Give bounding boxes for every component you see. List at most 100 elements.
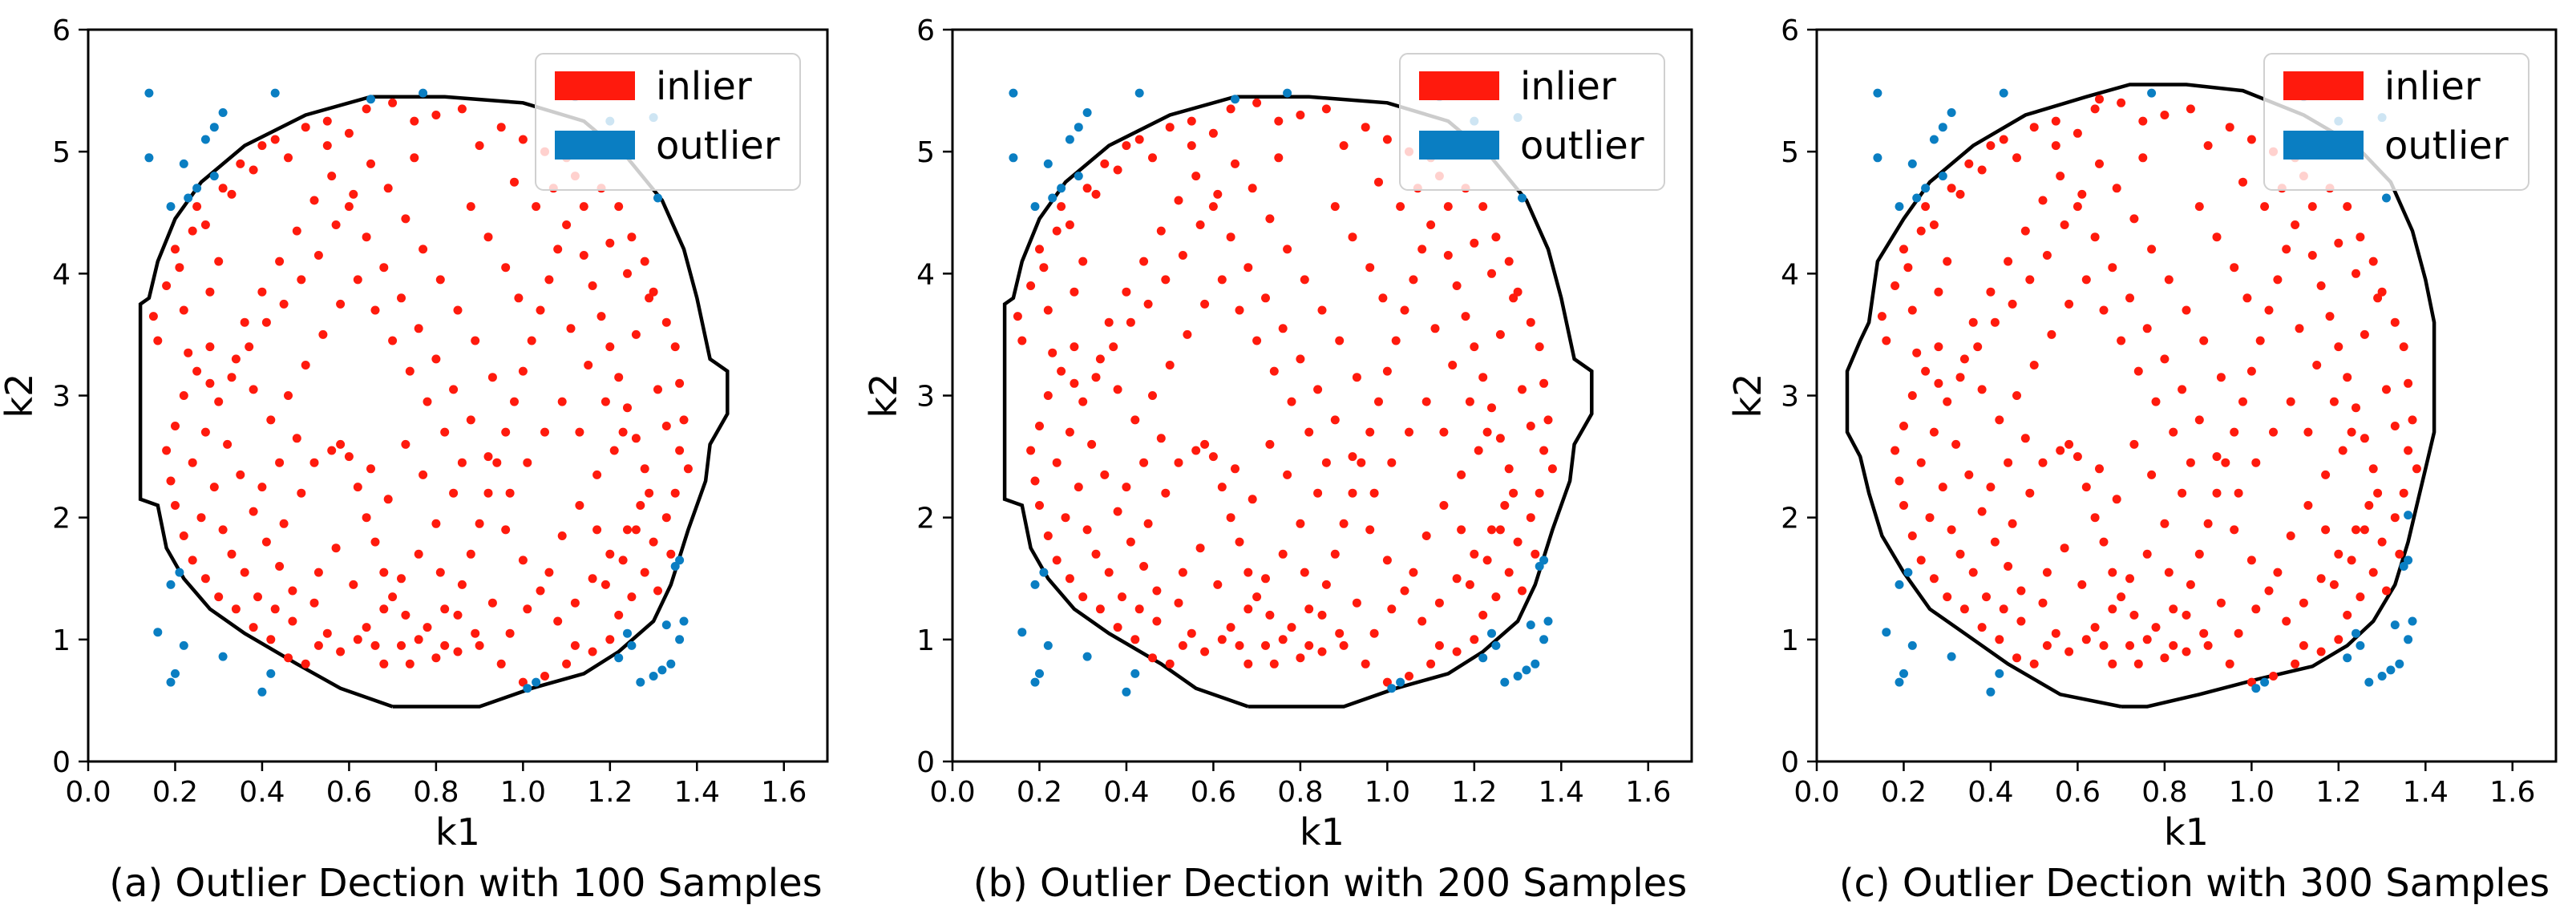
inlier-point bbox=[1382, 555, 1392, 565]
inlier-point bbox=[1113, 165, 1122, 175]
inlier-point bbox=[523, 604, 532, 614]
inlier-point bbox=[1986, 287, 1996, 297]
inlier-point bbox=[301, 659, 310, 669]
inlier-point bbox=[401, 439, 410, 449]
y-tick-label: 0 bbox=[52, 746, 71, 779]
inlier-point bbox=[2138, 116, 2148, 126]
inlier-point bbox=[457, 104, 467, 114]
inlier-point bbox=[618, 555, 628, 565]
inlier-point bbox=[1903, 263, 1913, 273]
inlier-point bbox=[2077, 580, 2087, 589]
y-tick-label: 4 bbox=[1781, 258, 1799, 291]
inlier-point bbox=[309, 598, 319, 608]
inlier-point bbox=[218, 184, 228, 193]
inlier-point bbox=[640, 568, 649, 577]
inlier-point bbox=[2029, 361, 2039, 370]
inlier-point bbox=[309, 196, 319, 205]
y-tick-label: 5 bbox=[52, 136, 71, 169]
x-axis-label: k1 bbox=[2164, 810, 2209, 854]
inlier-point bbox=[631, 329, 641, 339]
inlier-point bbox=[501, 525, 511, 535]
outlier-point bbox=[1907, 159, 1917, 168]
inlier-point bbox=[2047, 329, 2056, 339]
inlier-point bbox=[1448, 361, 1458, 370]
inlier-point bbox=[401, 214, 410, 224]
inlier-point bbox=[1509, 293, 1519, 303]
inlier-point bbox=[227, 549, 237, 559]
x-tick-label: 0.4 bbox=[1967, 776, 2013, 809]
inlier-point bbox=[653, 385, 662, 394]
outlier-point bbox=[1491, 640, 1501, 650]
outlier-point bbox=[1539, 635, 1549, 644]
inlier-point bbox=[1387, 458, 1397, 467]
inlier-point bbox=[614, 373, 624, 382]
inlier-point bbox=[1352, 598, 1361, 608]
outlier-point bbox=[153, 628, 163, 637]
inlier-point bbox=[1065, 220, 1074, 229]
inlier-point bbox=[2138, 153, 2148, 163]
inlier-point bbox=[331, 543, 341, 553]
inlier-point bbox=[1139, 562, 1149, 571]
inlier-point bbox=[1269, 366, 1279, 376]
inlier-point bbox=[2343, 373, 2352, 382]
inlier-point bbox=[257, 141, 267, 151]
inlier-point bbox=[236, 159, 245, 168]
inlier-point bbox=[2352, 269, 2360, 278]
inlier-point bbox=[218, 525, 228, 535]
inlier-point bbox=[179, 391, 188, 400]
inlier-point bbox=[1087, 439, 1097, 449]
inlier-point bbox=[544, 568, 554, 577]
inlier-point bbox=[1495, 525, 1505, 535]
inlier-point bbox=[2273, 568, 2283, 577]
inlier-point bbox=[579, 202, 588, 212]
inlier-point bbox=[1265, 610, 1275, 620]
inlier-point bbox=[2343, 610, 2352, 620]
inlier-point bbox=[2321, 525, 2331, 535]
inlier-point bbox=[1409, 275, 1418, 285]
inlier-point bbox=[2004, 458, 2013, 467]
inlier-point bbox=[475, 640, 484, 650]
inlier-point bbox=[2338, 446, 2348, 455]
inlier-point bbox=[1317, 647, 1327, 656]
outlier-point bbox=[2343, 653, 2352, 663]
inlier-point bbox=[1113, 385, 1122, 394]
inlier-point bbox=[2307, 202, 2317, 212]
inlier-point bbox=[1165, 361, 1175, 370]
inlier-point bbox=[192, 202, 202, 212]
inlier-point bbox=[1143, 519, 1153, 528]
outlier-point bbox=[1873, 153, 1882, 163]
outlier-point bbox=[523, 684, 532, 693]
inlier-point bbox=[349, 189, 358, 199]
outlier-point bbox=[1907, 640, 1917, 650]
inlier-point bbox=[1912, 348, 1922, 357]
outlier-point bbox=[200, 135, 210, 144]
inlier-point bbox=[1013, 312, 1022, 321]
inlier-point bbox=[505, 628, 515, 638]
inlier-point bbox=[2299, 598, 2308, 608]
outlier-point bbox=[653, 193, 662, 203]
inlier-point bbox=[553, 616, 563, 626]
x-axis-label: k1 bbox=[435, 810, 480, 854]
inlier-point bbox=[223, 439, 233, 449]
inlier-point bbox=[231, 604, 241, 614]
inlier-point bbox=[2234, 488, 2243, 498]
inlier-point bbox=[1382, 135, 1392, 144]
inlier-point bbox=[627, 232, 637, 242]
inlier-point bbox=[379, 659, 389, 669]
inlier-point bbox=[188, 458, 197, 467]
inlier-point bbox=[1990, 537, 2000, 547]
inlier-point bbox=[1118, 592, 1126, 602]
inlier-point bbox=[2368, 464, 2378, 474]
inlier-point bbox=[440, 604, 450, 614]
inlier-point bbox=[510, 397, 519, 406]
inlier-point bbox=[1313, 488, 1323, 498]
inlier-point bbox=[1200, 439, 1210, 449]
inlier-point bbox=[675, 446, 685, 455]
y-tick-label: 1 bbox=[52, 624, 71, 657]
inlier-point bbox=[1195, 220, 1205, 229]
outlier-point bbox=[1009, 153, 1018, 163]
inlier-point bbox=[284, 391, 293, 400]
outlier-point bbox=[144, 88, 154, 98]
inlier-point bbox=[1938, 483, 1947, 492]
